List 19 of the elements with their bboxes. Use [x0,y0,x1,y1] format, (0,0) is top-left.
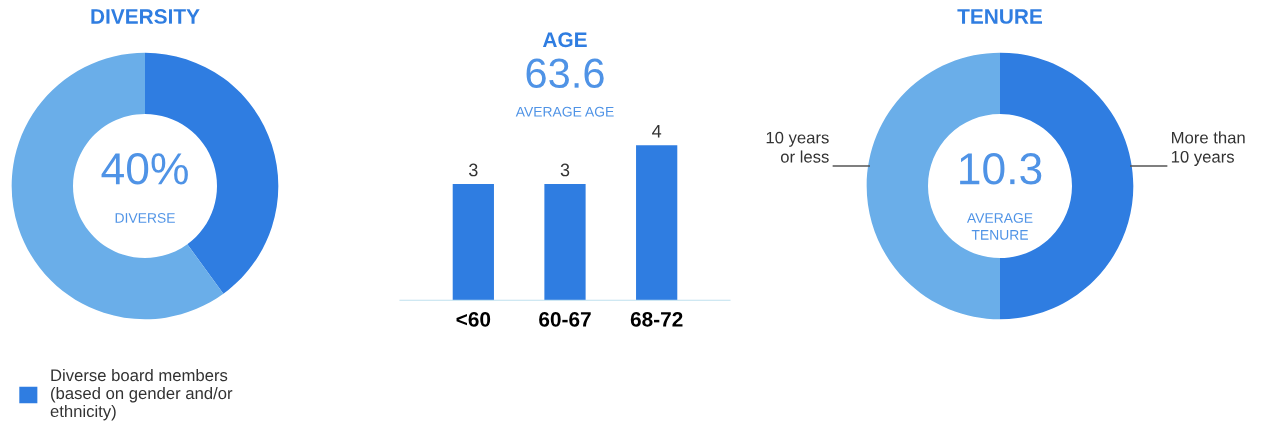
text: 40% [101,153,188,185]
text: AVERAGE AGE [515,106,614,117]
chart-title: DIVERSITY [91,9,200,24]
donut-slice [11,52,224,320]
x-tick-label: 60-67 [539,311,591,327]
slice-label: 10 years or less [766,131,829,163]
text: AVERAGE TENURE [966,213,1033,240]
slice-label: More than 10 years [1171,131,1245,166]
chart-title: TENURE [957,9,1043,24]
text: 10.3 [960,153,1042,185]
x-tick-label: 68-72 [630,311,683,327]
x-tick-label: <60 [456,311,491,327]
data-label: 3 [469,163,478,177]
legend-label: Diverse board members (based on gender and/or ethnicity) [50,368,233,421]
data-label: 3 [560,163,570,177]
text: DIVERSE [115,213,175,223]
text: 63.6 [526,58,604,89]
data-label: 4 [652,124,662,138]
chart-title: AGE [542,32,587,48]
